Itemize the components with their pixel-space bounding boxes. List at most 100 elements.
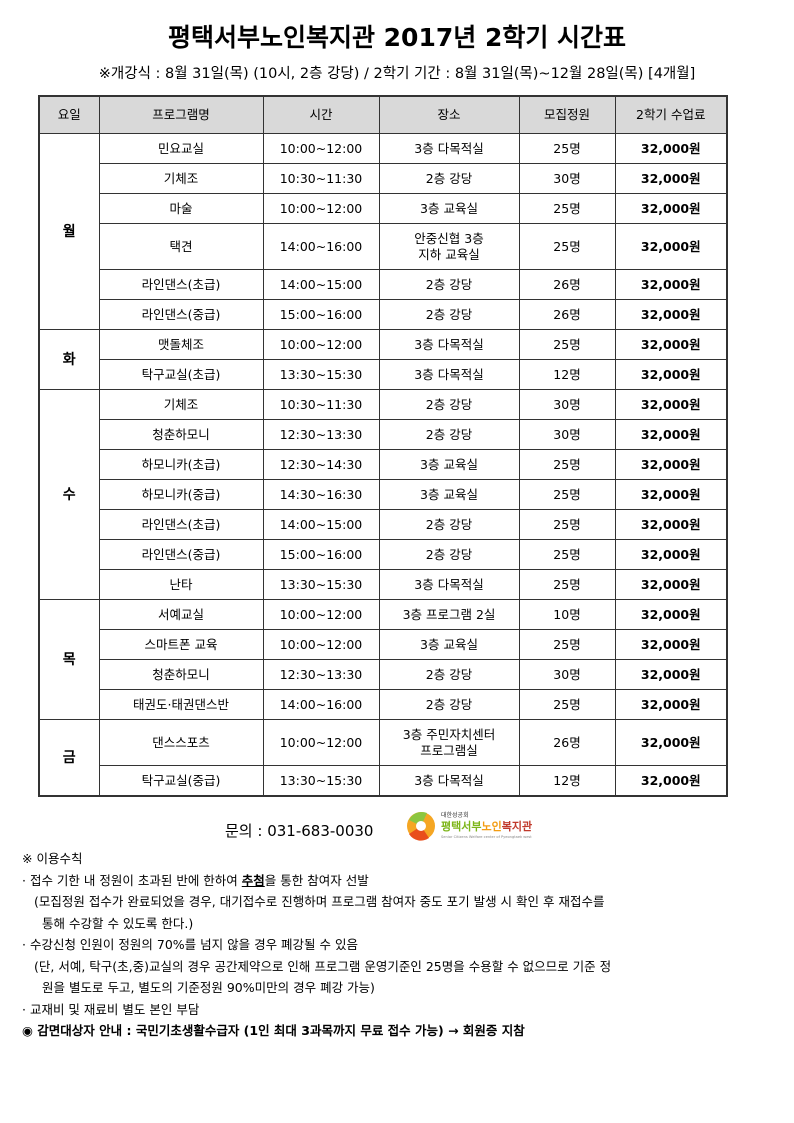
place-cell: 3층 다목적실: [378, 765, 520, 797]
table-row: 탁구교실(중급) 13:30~15:30 3층 다목적실 12명 32,000원: [39, 765, 728, 797]
time-cell: 10:30~11:30: [262, 163, 380, 194]
place-cell: 2층 강당: [378, 539, 520, 570]
table-row: 하모니카(초급) 12:30~14:30 3층 교육실 25명 32,000원: [39, 449, 728, 480]
table-header-row: 요일 프로그램명 시간 장소 모집정원 2학기 수업료: [38, 95, 728, 134]
program-cell: 청춘하모니: [98, 419, 264, 450]
table-row: 스마트폰 교육 10:00~12:00 3층 교육실 25명 32,000원: [39, 629, 728, 660]
time-cell: 10:00~12:00: [262, 719, 380, 766]
header-time: 시간: [262, 95, 380, 134]
capacity-cell: 25명: [518, 629, 616, 660]
place-cell: 2층 강당: [378, 299, 520, 330]
program-cell: 탁구교실(초급): [98, 359, 264, 390]
place-cell: 3층 다목적실: [378, 569, 520, 600]
program-cell: 라인댄스(초급): [98, 509, 264, 540]
svg-text:대한성공회: 대한성공회: [441, 811, 469, 819]
program-cell: 기체조: [98, 389, 264, 420]
capacity-cell: 25명: [518, 449, 616, 480]
capacity-cell: 25명: [518, 689, 616, 720]
time-cell: 10:00~12:00: [262, 629, 380, 660]
place-cell: 2층 강당: [378, 689, 520, 720]
table-row: 라인댄스(중급) 15:00~16:00 2층 강당 26명 32,000원: [39, 299, 728, 330]
program-cell: 댄스스포츠: [98, 719, 264, 766]
table-row: 수 기체조 10:30~11:30 2층 강당 30명 32,000원: [38, 389, 728, 600]
table-row: 하모니카(중급) 14:30~16:30 3층 교육실 25명 32,000원: [39, 479, 728, 510]
fee-cell: 32,000원: [614, 569, 728, 600]
table-row: 기체조 10:30~11:30 2층 강당 30명 32,000원: [39, 163, 728, 194]
fee-cell: 32,000원: [614, 765, 728, 797]
place-cell: 2층 강당: [378, 269, 520, 300]
program-cell: 기체조: [98, 163, 264, 194]
capacity-cell: 25명: [518, 539, 616, 570]
time-cell: 15:00~16:00: [262, 539, 380, 570]
header-day: 요일: [38, 95, 100, 134]
table-row: 마술 10:00~12:00 3층 교육실 25명 32,000원: [39, 193, 728, 224]
capacity-cell: 26명: [518, 719, 616, 766]
program-cell: 하모니카(초급): [98, 449, 264, 480]
capacity-cell: 25명: [518, 509, 616, 540]
capacity-cell: 25명: [518, 329, 616, 360]
subtitle: ※개강식 : 8월 31일(목) (10시, 2층 강당) / 2학기 기간 :…: [98, 66, 696, 82]
time-cell: 13:30~15:30: [262, 765, 380, 797]
capacity-cell: 12명: [518, 765, 616, 797]
fee-cell: 32,000원: [614, 299, 728, 330]
time-cell: 10:00~12:00: [262, 133, 380, 164]
fee-cell: 32,000원: [614, 193, 728, 224]
capacity-cell: 30명: [518, 659, 616, 690]
program-cell: 택견: [98, 223, 264, 270]
exemption-notice: ◉ 감면대상자 안내 : 국민기초생활수급자 (1인 최대 3과목까지 무료 접…: [22, 1023, 525, 1038]
day-cell: 월: [38, 133, 100, 330]
capacity-cell: 25명: [518, 479, 616, 510]
table-row: 목 서예교실 10:00~12:00 3층 프로그램 2실 10명 32,000원: [38, 599, 728, 720]
svg-text:평택서부노인복지관: 평택서부노인복지관: [441, 819, 532, 833]
table-row: 월 민요교실 10:00~12:00 3층 다목적실 25명 32,000원: [38, 133, 728, 330]
place-cell: 3층 교육실: [378, 449, 520, 480]
place-cell: 안중신협 3층 지하 교육실: [378, 223, 520, 270]
table-row: 태권도·태권댄스반 14:00~16:00 2층 강당 25명 32,000원: [39, 689, 728, 720]
time-cell: 14:00~15:00: [262, 269, 380, 300]
capacity-cell: 26명: [518, 299, 616, 330]
table-row: 택견 14:00~16:00 안중신협 3층 지하 교육실 25명 32,000원: [39, 223, 728, 270]
fee-cell: 32,000원: [614, 359, 728, 390]
fee-cell: 32,000원: [614, 223, 728, 270]
time-cell: 13:30~15:30: [262, 569, 380, 600]
fee-cell: 32,000원: [614, 133, 728, 164]
table-row: 난타 13:30~15:30 3층 다목적실 25명 32,000원: [39, 569, 728, 600]
place-cell: 2층 강당: [378, 509, 520, 540]
rule-1-text-end: 을 통한 참여자 선발: [264, 872, 369, 888]
contact-info: 문의 : 031-683-0030: [225, 822, 374, 840]
rule-2-detail: (단, 서예, 탁구(초,중)교실의 경우 공간제약으로 인해 프로그램 운영기…: [34, 958, 612, 974]
fee-cell: 32,000원: [614, 419, 728, 450]
time-cell: 10:00~12:00: [262, 193, 380, 224]
rules-heading: ※ 이용수칙: [22, 851, 83, 866]
rule-3: · 교재비 및 재료비 별도 본인 부담: [22, 1001, 200, 1017]
place-cell: 2층 강당: [378, 163, 520, 194]
rule-1-text: · 접수 기한 내 정원이 초과된 반에 한하여: [22, 872, 242, 888]
capacity-cell: 30명: [518, 419, 616, 450]
capacity-cell: 25명: [518, 569, 616, 600]
time-cell: 14:00~16:00: [262, 689, 380, 720]
rule-2: · 수강신청 인원이 정원의 70%를 넘지 않을 경우 폐강될 수 있음: [22, 937, 358, 952]
fee-cell: 32,000원: [614, 689, 728, 720]
table-row: 청춘하모니 12:30~13:30 2층 강당 30명 32,000원: [39, 419, 728, 450]
place-cell: 3층 교육실: [378, 193, 520, 224]
day-cell: 수: [38, 389, 100, 600]
program-cell: 라인댄스(중급): [98, 539, 264, 570]
time-cell: 14:00~16:00: [262, 223, 380, 270]
rule-1-emphasis: 추첨: [241, 872, 265, 888]
program-cell: 서예교실: [98, 599, 264, 630]
table-row: 라인댄스(초급) 14:00~15:00 2층 강당 26명 32,000원: [39, 269, 728, 300]
fee-cell: 32,000원: [614, 539, 728, 570]
table-row: 라인댄스(중급) 15:00~16:00 2층 강당 25명 32,000원: [39, 539, 728, 570]
place-cell: 2층 강당: [378, 659, 520, 690]
fee-cell: 32,000원: [614, 163, 728, 194]
program-cell: 맷돌체조: [98, 329, 264, 360]
table-row: 라인댄스(초급) 14:00~15:00 2층 강당 25명 32,000원: [39, 509, 728, 540]
capacity-cell: 12명: [518, 359, 616, 390]
capacity-cell: 25명: [518, 223, 616, 270]
program-cell: 태권도·태권댄스반: [98, 689, 264, 720]
fee-cell: 32,000원: [614, 269, 728, 300]
program-cell: 탁구교실(중급): [98, 765, 264, 797]
program-cell: 스마트폰 교육: [98, 629, 264, 660]
time-cell: 13:30~15:30: [262, 359, 380, 390]
fee-cell: 32,000원: [614, 599, 728, 630]
